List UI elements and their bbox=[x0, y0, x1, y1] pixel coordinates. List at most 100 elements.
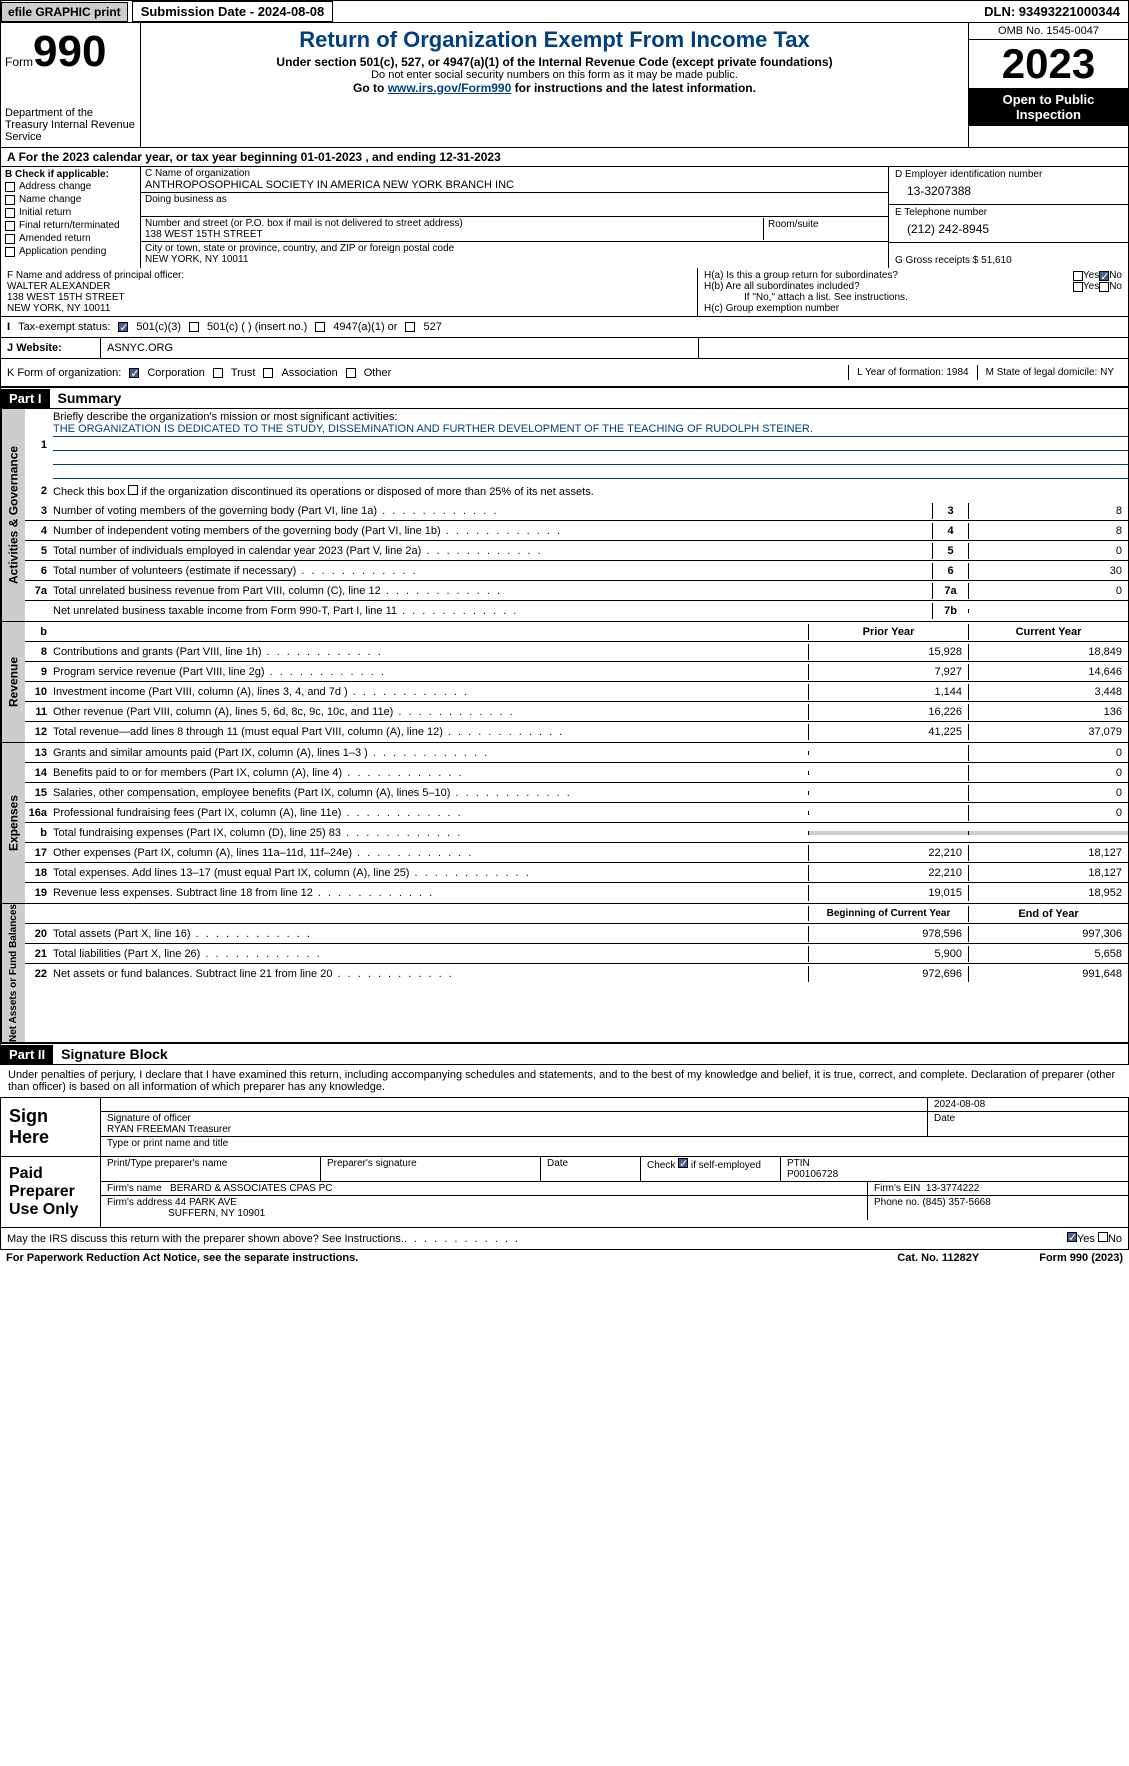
discuss-text: May the IRS discuss this return with the… bbox=[7, 1233, 404, 1245]
ha-label: H(a) Is this a group return for subordin… bbox=[704, 270, 1073, 281]
hb-no-checkbox[interactable] bbox=[1099, 282, 1109, 292]
top-bar: efile GRAPHIC print Submission Date - 20… bbox=[0, 0, 1129, 23]
527-checkbox[interactable] bbox=[405, 322, 415, 332]
b-checkbox[interactable] bbox=[5, 247, 15, 257]
501c-checkbox[interactable] bbox=[189, 322, 199, 332]
net-end-val: 5,658 bbox=[968, 946, 1128, 962]
tax-year-line: A For the 2023 calendar year, or tax yea… bbox=[0, 148, 1129, 167]
exp-curr-val: 0 bbox=[968, 765, 1128, 781]
website-value: ASNYC.ORG bbox=[101, 338, 698, 358]
exp-curr-val: 0 bbox=[968, 745, 1128, 761]
net-line-text: Total liabilities (Part X, line 26) bbox=[53, 946, 808, 962]
b-checkbox[interactable] bbox=[5, 182, 15, 192]
trust-checkbox[interactable] bbox=[213, 368, 223, 378]
sig-date: 2024-08-08 bbox=[928, 1098, 1128, 1111]
revenue-side-label: Revenue bbox=[1, 622, 25, 742]
4947-checkbox[interactable] bbox=[315, 322, 325, 332]
gov-line-val: 8 bbox=[968, 523, 1128, 539]
part1-badge: Part I bbox=[1, 389, 50, 408]
exp-line-text: Benefits paid to or for members (Part IX… bbox=[53, 765, 808, 781]
paid-preparer-label: Paid Preparer Use Only bbox=[1, 1157, 101, 1227]
b-checkbox[interactable] bbox=[5, 208, 15, 218]
dba-label: Doing business as bbox=[145, 194, 884, 205]
exp-curr-val: 18,952 bbox=[968, 885, 1128, 901]
gov-line-text: Total number of individuals employed in … bbox=[53, 543, 932, 559]
exp-line-text: Other expenses (Part IX, column (A), lin… bbox=[53, 845, 808, 861]
street-address: 138 WEST 15TH STREET bbox=[145, 229, 763, 240]
gov-line-val: 8 bbox=[968, 503, 1128, 519]
officer-group-row: F Name and address of principal officer:… bbox=[0, 268, 1129, 317]
gov-line-box: 6 bbox=[932, 563, 968, 579]
self-employed-checkbox[interactable] bbox=[678, 1158, 688, 1168]
exp-prior-val bbox=[808, 751, 968, 755]
rev-curr-val: 37,079 bbox=[968, 724, 1128, 740]
gov-line-box: 5 bbox=[932, 543, 968, 559]
hc-label: H(c) Group exemption number bbox=[704, 303, 1122, 314]
exp-curr-val: 0 bbox=[968, 805, 1128, 821]
phone-label: E Telephone number bbox=[895, 207, 1122, 218]
firm-addr1: 44 PARK AVE bbox=[175, 1197, 237, 1208]
discuss-yes-checkbox[interactable] bbox=[1067, 1232, 1077, 1242]
b-checkbox[interactable] bbox=[5, 195, 15, 205]
corp-checkbox[interactable] bbox=[129, 368, 139, 378]
h-note: If "No," attach a list. See instructions… bbox=[704, 292, 1122, 303]
website-label: Website: bbox=[16, 342, 62, 354]
date-label: Date bbox=[928, 1112, 1128, 1136]
b-item-label: Name change bbox=[19, 194, 81, 205]
part2-header: Part II Signature Block bbox=[0, 1043, 1129, 1065]
mission-text: THE ORGANIZATION IS DEDICATED TO THE STU… bbox=[53, 423, 1128, 437]
officer-addr: 138 WEST 15TH STREET bbox=[7, 292, 691, 303]
exp-line-text: Total expenses. Add lines 13–17 (must eq… bbox=[53, 865, 808, 881]
signature-block: Sign Here 2024-08-08 Signature of office… bbox=[0, 1097, 1129, 1228]
ein-label: D Employer identification number bbox=[895, 169, 1122, 180]
box-b-header: B Check if applicable: bbox=[5, 169, 136, 180]
expenses-side-label: Expenses bbox=[1, 743, 25, 903]
gov-line-text: Total number of volunteers (estimate if … bbox=[53, 563, 932, 579]
officer-label: F Name and address of principal officer: bbox=[7, 270, 691, 281]
b-checkbox[interactable] bbox=[5, 221, 15, 231]
revenue-section: Revenue bPrior YearCurrent Year 8Contrib… bbox=[0, 622, 1129, 743]
rev-line-text: Investment income (Part VIII, column (A)… bbox=[53, 684, 808, 700]
part1-title: Summary bbox=[50, 388, 130, 408]
hb-label: H(b) Are all subordinates included? bbox=[704, 281, 1073, 292]
net-beg-val: 972,696 bbox=[808, 966, 968, 982]
rev-prior-val: 41,225 bbox=[808, 724, 968, 740]
b-item-label: Address change bbox=[19, 181, 91, 192]
gov-line-text: Number of independent voting members of … bbox=[53, 523, 932, 539]
irs-link[interactable]: www.irs.gov/Form990 bbox=[388, 81, 512, 95]
ha-no-checkbox[interactable] bbox=[1099, 271, 1109, 281]
b-checkbox[interactable] bbox=[5, 234, 15, 244]
b-item-label: Initial return bbox=[19, 207, 71, 218]
rev-prior-val: 16,226 bbox=[808, 704, 968, 720]
discuss-no-checkbox[interactable] bbox=[1098, 1232, 1108, 1242]
rev-prior-val: 15,928 bbox=[808, 644, 968, 660]
exp-prior-val bbox=[808, 791, 968, 795]
net-end-val: 997,306 bbox=[968, 926, 1128, 942]
sign-here-label: Sign Here bbox=[1, 1098, 101, 1156]
efile-button[interactable]: efile GRAPHIC print bbox=[1, 2, 128, 22]
ha-yes-checkbox[interactable] bbox=[1073, 271, 1083, 281]
firm-addr2: SUFFERN, NY 10901 bbox=[168, 1208, 265, 1219]
other-checkbox[interactable] bbox=[346, 368, 356, 378]
discontinued-checkbox[interactable] bbox=[128, 485, 138, 495]
rev-line-text: Total revenue—add lines 8 through 11 (mu… bbox=[53, 724, 808, 740]
firm-phone: (845) 357-5668 bbox=[922, 1197, 990, 1208]
gov-line-box: 3 bbox=[932, 503, 968, 519]
line2-text: Check this box if the organization disco… bbox=[53, 483, 1128, 500]
org-name: ANTHROPOSOPHICAL SOCIETY IN AMERICA NEW … bbox=[145, 179, 884, 191]
part2-title: Signature Block bbox=[53, 1044, 176, 1064]
tax-status-label: Tax-exempt status: bbox=[18, 321, 110, 333]
rev-curr-val: 14,646 bbox=[968, 664, 1128, 680]
exp-line-text: Salaries, other compensation, employee b… bbox=[53, 785, 808, 801]
open-public: Open to Public Inspection bbox=[969, 88, 1128, 126]
gov-line-box: 4 bbox=[932, 523, 968, 539]
net-end-val: 991,648 bbox=[968, 966, 1128, 982]
instructions-line: Go to www.irs.gov/Form990 for instructio… bbox=[145, 81, 964, 95]
hb-yes-checkbox[interactable] bbox=[1073, 282, 1083, 292]
exp-line-text: Total fundraising expenses (Part IX, col… bbox=[53, 825, 808, 841]
net-side-label: Net Assets or Fund Balances bbox=[1, 904, 25, 1042]
addr-label: Number and street (or P.O. box if mail i… bbox=[145, 218, 763, 229]
form-org-row: K Form of organization: Corporation Trus… bbox=[0, 359, 1129, 387]
501c3-checkbox[interactable] bbox=[118, 322, 128, 332]
assoc-checkbox[interactable] bbox=[263, 368, 273, 378]
